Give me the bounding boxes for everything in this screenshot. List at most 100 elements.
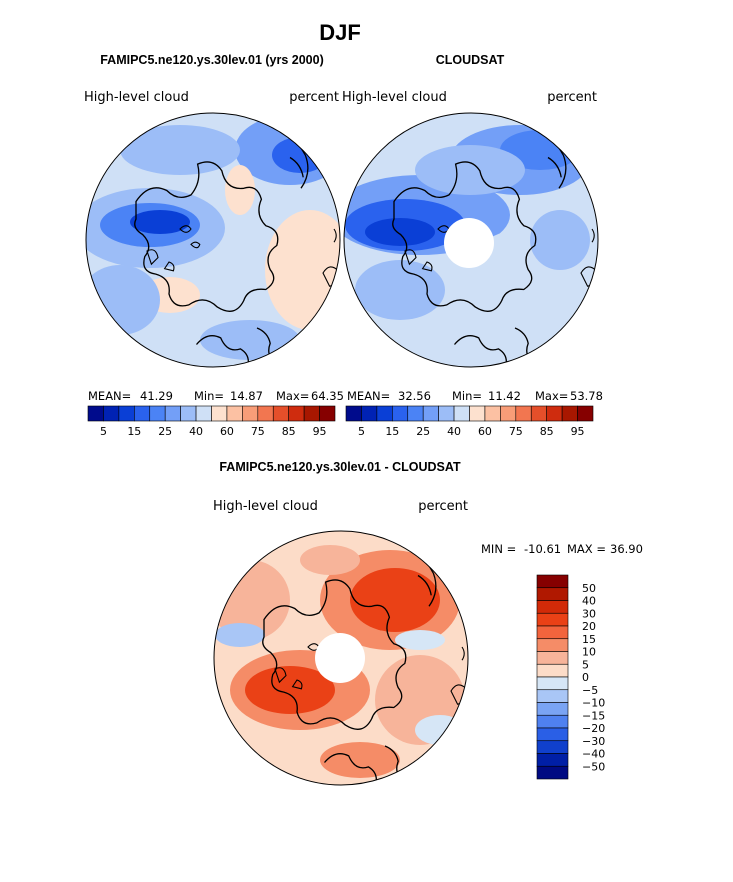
colorbar-box bbox=[392, 405, 409, 422]
colorbar-box bbox=[242, 405, 259, 422]
colorbar-box bbox=[500, 405, 517, 422]
panel-obs-stats: MEAN= 32.56 Min= 11.42 Max= 53.78 bbox=[347, 389, 603, 403]
colorbar-box bbox=[226, 405, 243, 422]
colorbar-box bbox=[536, 651, 569, 665]
panel-diff-stats: MIN = -10.61 MAX = 36.90 bbox=[481, 542, 643, 556]
colorbar-tick-label: −20 bbox=[582, 722, 605, 735]
colorbar-box bbox=[407, 405, 424, 422]
colorbar-box bbox=[536, 765, 569, 780]
colorbar-box bbox=[87, 405, 104, 422]
colorbar-tick-label: 40 bbox=[447, 425, 461, 438]
panel-diff-variable-label: High-level cloud bbox=[213, 499, 318, 514]
max-value: 64.35 bbox=[311, 389, 344, 403]
panel-obs: CLOUDSAT High-level cloud percent MEAN= bbox=[342, 53, 603, 438]
colorbar-box bbox=[118, 405, 135, 422]
colorbar-tick-label: 5 bbox=[358, 425, 365, 438]
colorbar-tick-label: 40 bbox=[582, 595, 596, 608]
colorbar-box bbox=[536, 587, 569, 601]
colorbar-box bbox=[536, 702, 569, 716]
max-label: MAX = bbox=[567, 542, 606, 556]
colorbar-box bbox=[134, 405, 151, 422]
min-value: 14.87 bbox=[230, 389, 263, 403]
colorbar-tick-label: 15 bbox=[582, 633, 596, 646]
colorbar-box bbox=[536, 714, 569, 729]
colorbar-tick-label: 10 bbox=[582, 646, 596, 659]
figure-title: DJF bbox=[319, 20, 361, 45]
colorbar-box bbox=[536, 753, 569, 767]
colorbar-tick-label: −5 bbox=[582, 684, 598, 697]
colorbar-tick-label: −30 bbox=[582, 735, 605, 748]
min-label: Min= bbox=[194, 389, 224, 403]
colorbar-tick-label: 75 bbox=[509, 425, 523, 438]
colorbar-tick-label: 95 bbox=[313, 425, 327, 438]
max-label: Max= bbox=[276, 389, 309, 403]
colorbar-box bbox=[164, 405, 181, 422]
colorbar-box bbox=[288, 405, 305, 422]
colorbar-box bbox=[484, 405, 501, 422]
panel-model-units-label: percent bbox=[289, 90, 339, 105]
colorbar-box bbox=[422, 405, 439, 422]
panel-diff-map bbox=[213, 530, 469, 786]
colorbar-tick-label: −15 bbox=[582, 709, 605, 722]
colorbar-tick-label: 15 bbox=[127, 425, 141, 438]
colorbar-tick-label: 85 bbox=[282, 425, 296, 438]
colorbar-box bbox=[257, 405, 274, 422]
panel-obs-map bbox=[343, 112, 599, 368]
colorbar-box bbox=[530, 405, 547, 422]
min-value: -10.61 bbox=[524, 542, 561, 556]
panel-obs-colorbar: 5 15 25 40 60 75 85 95 bbox=[345, 405, 594, 438]
colorbar-box bbox=[536, 689, 569, 703]
colorbar-box bbox=[536, 727, 569, 742]
colorbar-box bbox=[536, 663, 569, 678]
colorbar-box bbox=[577, 405, 594, 422]
colorbar-tick-label: −40 bbox=[582, 748, 605, 761]
polar-gap bbox=[444, 218, 494, 268]
colorbar-tick-label: 25 bbox=[416, 425, 430, 438]
colorbar-tick-label: 30 bbox=[582, 607, 596, 620]
mean-value: 41.29 bbox=[140, 389, 173, 403]
colorbar-box bbox=[211, 405, 228, 422]
colorbar-box bbox=[536, 625, 569, 640]
colorbar-box bbox=[195, 405, 212, 422]
polar-gap bbox=[315, 633, 365, 683]
colorbar-box bbox=[561, 405, 578, 422]
colorbar-tick-label: 25 bbox=[158, 425, 172, 438]
colorbar-box bbox=[149, 405, 166, 422]
panel-obs-variable-label: High-level cloud bbox=[342, 90, 447, 105]
colorbar-tick-label: 5 bbox=[582, 658, 589, 671]
colorbar-tick-label: 60 bbox=[220, 425, 234, 438]
colorbar-tick-label: −10 bbox=[582, 697, 605, 710]
colorbar-box bbox=[376, 405, 393, 422]
panel-model-stats: MEAN= 41.29 Min= 14.87 Max= 64.35 bbox=[88, 389, 344, 403]
colorbar-box bbox=[453, 405, 470, 422]
max-label: Max= bbox=[535, 389, 568, 403]
panel-model: FAMIPC5.ne120.ys.30lev.01 (yrs 2000) Hig… bbox=[84, 53, 344, 438]
colorbar-box bbox=[345, 405, 362, 422]
colorbar-box bbox=[536, 676, 569, 691]
colorbar-box bbox=[536, 612, 569, 627]
colorbar-box bbox=[469, 405, 486, 422]
colorbar-box bbox=[536, 600, 569, 614]
colorbar-tick-label: 95 bbox=[571, 425, 585, 438]
colorbar-box bbox=[536, 740, 569, 754]
colorbar-tick-label: 60 bbox=[478, 425, 492, 438]
colorbar-box bbox=[536, 638, 569, 652]
colorbar-box bbox=[103, 405, 120, 422]
min-value: 11.42 bbox=[488, 389, 521, 403]
colorbar-box bbox=[546, 405, 563, 422]
panel-diff: FAMIPC5.ne120.ys.30lev.01 - CLOUDSAT Hig… bbox=[213, 460, 643, 786]
colorbar-box bbox=[438, 405, 455, 422]
panel-obs-header: CLOUDSAT bbox=[436, 53, 505, 67]
colorbar-box bbox=[303, 405, 320, 422]
colorbar-box bbox=[536, 574, 569, 589]
panel-diff-header: FAMIPC5.ne120.ys.30lev.01 - CLOUDSAT bbox=[219, 460, 461, 474]
panel-model-colorbar: 5 15 25 40 60 75 85 95 bbox=[87, 405, 336, 438]
panel-model-variable-label: High-level cloud bbox=[84, 90, 189, 105]
colorbar-tick-label: 0 bbox=[582, 671, 589, 684]
panel-model-map bbox=[85, 112, 341, 368]
colorbar-box bbox=[272, 405, 289, 422]
colorbar-tick-label: 85 bbox=[540, 425, 554, 438]
panel-diff-units-label: percent bbox=[418, 499, 468, 514]
colorbar-tick-label: 50 bbox=[582, 582, 596, 595]
